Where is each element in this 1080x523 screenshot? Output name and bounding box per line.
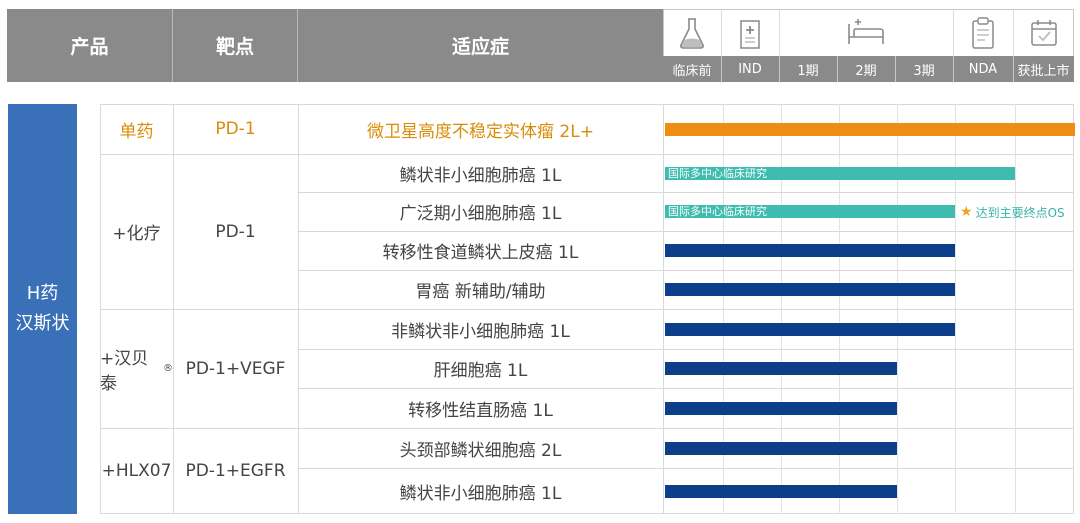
phase-label: 3期	[913, 63, 935, 79]
indication-label: 非鳞状非小细胞肺癌 1L	[391, 321, 570, 342]
hospital-icon	[721, 13, 779, 53]
product-name: +汉贝泰 ®	[100, 348, 173, 394]
pipeline-bar: 国际多中心临床研究	[665, 205, 955, 218]
pipeline-bar	[665, 123, 1075, 136]
product-target: PD-1+VEGF	[185, 358, 286, 379]
table-border	[100, 513, 1074, 514]
phase-separator	[837, 56, 838, 82]
pipeline-bar	[665, 362, 897, 375]
calendar-check-icon	[1013, 13, 1074, 53]
row-divider	[298, 468, 1074, 469]
indication-label: 胃癌 新辅助/辅助	[415, 282, 546, 302]
row-divider	[298, 154, 1074, 155]
indication-label: 鳞状非小细胞肺癌 1L	[399, 483, 562, 504]
row-divider	[298, 428, 1074, 429]
indication-label: 微卫星高度不稳定实体瘤 2L+	[367, 121, 594, 142]
drug-group-line1: H药	[26, 283, 59, 304]
product-name: +HLX07	[101, 461, 172, 481]
endpoint-annotation: ★ 达到主要终点OS	[960, 204, 1065, 220]
row-divider	[298, 231, 1074, 232]
phase-label: IND	[738, 61, 762, 77]
table-border	[100, 104, 1074, 105]
phase-label: NDA	[968, 61, 998, 77]
indication-label: 广泛期小细胞肺癌 1L	[399, 204, 562, 224]
clipboard-icon	[953, 13, 1013, 53]
pipeline-table: 单药 PD-1 +化疗 PD-1 +汉贝泰 ® PD-1+VEGF +HLX07 PD-1+EG…	[100, 104, 1075, 514]
phase-separator	[895, 56, 896, 82]
icon-separator	[779, 9, 780, 56]
phase-label: 临床前	[672, 63, 712, 79]
header-target: 靶点	[215, 36, 254, 58]
phase-separator	[1013, 56, 1014, 82]
flask-icon	[663, 13, 721, 53]
indication-label: 头颈部鳞状细胞癌 2L	[399, 440, 562, 461]
phase-separator	[953, 56, 954, 82]
star-icon: ★	[960, 204, 973, 220]
product-target: PD-1	[215, 119, 256, 139]
icon-separator	[721, 9, 722, 56]
pipeline-bar	[665, 323, 955, 336]
product-target: PD-1+EGFR	[185, 461, 286, 481]
phase-separator	[721, 56, 722, 82]
phase-separator	[779, 56, 780, 82]
phase-label: 获批上市	[1017, 63, 1070, 79]
bar-text: 国际多中心临床研究	[668, 205, 767, 218]
annotation-text: 达到主要终点OS	[975, 205, 1065, 220]
pipeline-bar	[665, 244, 955, 257]
pipeline-bar	[665, 485, 897, 498]
header-separator	[297, 9, 298, 82]
row-divider	[298, 192, 1074, 193]
phase-label-strip	[663, 56, 1074, 82]
pipeline-bar	[665, 442, 897, 455]
row-divider	[298, 270, 1074, 271]
row-divider	[298, 388, 1074, 389]
icon-separator	[1013, 9, 1014, 56]
indication-label: 转移性结直肠癌 1L	[408, 400, 553, 421]
header-indication: 适应症	[451, 36, 509, 58]
product-name: +化疗	[112, 224, 161, 244]
drug-group-label: H药 汉斯状	[8, 104, 77, 514]
phase-label: 2期	[855, 63, 877, 79]
pipeline-bar	[665, 283, 955, 296]
row-divider	[298, 349, 1074, 350]
bar-text: 国际多中心临床研究	[668, 167, 767, 180]
phase-label: 1期	[797, 63, 819, 79]
row-divider	[298, 309, 1074, 310]
table-header: 产品 靶点 适应症 临床前 IND 1期 2期 3期 NDA 获批上市	[7, 9, 1074, 82]
header-separator	[172, 9, 173, 82]
indication-label: 肝细胞癌 1L	[433, 361, 528, 381]
pipeline-bar	[665, 402, 897, 415]
drug-group-line2: 汉斯状	[15, 313, 70, 334]
indication-label: 转移性食道鳞状上皮癌 1L	[382, 243, 579, 263]
product-target: PD-1	[215, 221, 256, 242]
header-product: 产品	[70, 36, 109, 58]
icon-separator	[953, 9, 954, 56]
bed-icon	[779, 13, 953, 53]
pipeline-bar: 国际多中心临床研究	[665, 167, 1015, 180]
product-name: 单药	[119, 121, 154, 142]
indication-label: 鳞状非小细胞肺癌 1L	[399, 165, 562, 186]
